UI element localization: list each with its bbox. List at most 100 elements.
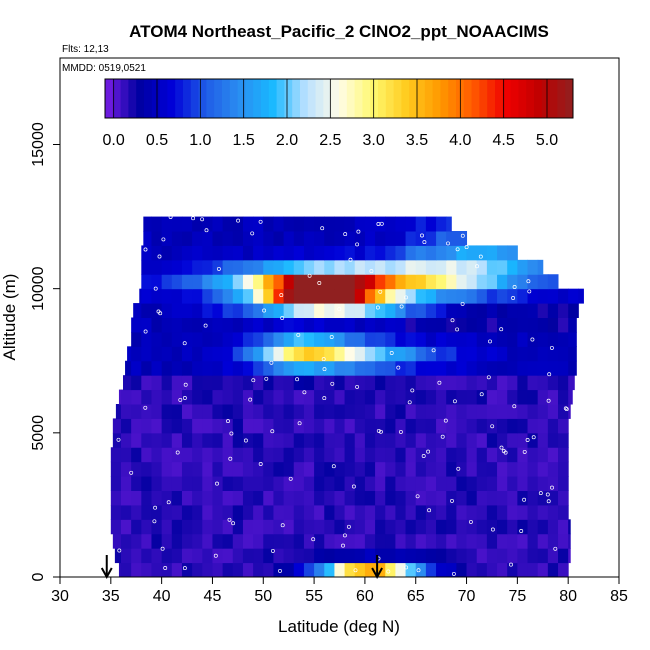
colorbar-swatch bbox=[253, 79, 262, 118]
heatmap-cell bbox=[547, 476, 559, 491]
x-tick-label: 75 bbox=[508, 588, 526, 605]
colorbar-swatch bbox=[206, 79, 215, 118]
heatmap-cell bbox=[324, 288, 335, 304]
heatmap-cell bbox=[415, 548, 427, 564]
heatmap-cell bbox=[497, 548, 508, 564]
heatmap-cell bbox=[314, 404, 325, 419]
heatmap-cell bbox=[202, 476, 213, 491]
heatmap-cell bbox=[476, 490, 488, 506]
heatmap-cell bbox=[425, 288, 437, 304]
heatmap-cell bbox=[354, 389, 366, 405]
heatmap-cell bbox=[476, 360, 488, 376]
sample-point bbox=[530, 337, 535, 342]
heatmap-cell bbox=[151, 447, 163, 463]
heatmap-cell bbox=[476, 461, 488, 477]
heatmap-cell bbox=[375, 245, 386, 261]
heatmap-cell bbox=[415, 562, 427, 578]
colorbar-swatch bbox=[261, 79, 270, 118]
heatmap-cell bbox=[375, 533, 386, 549]
heatmap-cell bbox=[192, 231, 203, 246]
heatmap-cell bbox=[537, 418, 549, 434]
colorbar-swatch bbox=[370, 79, 379, 118]
heatmap-cell bbox=[558, 360, 569, 376]
x-tick-label: 35 bbox=[102, 588, 120, 605]
heatmap-cell bbox=[415, 504, 427, 520]
colorbar-swatch bbox=[136, 79, 145, 118]
heatmap-cell bbox=[202, 303, 213, 318]
heatmap-cell bbox=[436, 259, 447, 275]
heatmap-cell bbox=[395, 245, 407, 261]
colorbar-swatch bbox=[151, 79, 160, 118]
heatmap-cell bbox=[364, 548, 376, 564]
heatmap-cell bbox=[476, 562, 488, 578]
heatmap-cell bbox=[425, 533, 437, 549]
heatmap-cell bbox=[273, 245, 285, 261]
colorbar-tick-label: 2.5 bbox=[319, 132, 341, 149]
heatmap-cell bbox=[283, 504, 295, 520]
heatmap-cell bbox=[517, 490, 529, 506]
sample-point bbox=[456, 466, 461, 471]
heatmap-cell bbox=[324, 548, 335, 564]
sample-point bbox=[527, 289, 532, 294]
heatmap-cell bbox=[314, 259, 325, 275]
heatmap-cell bbox=[151, 317, 163, 333]
sample-point bbox=[250, 231, 255, 236]
heatmap-cell bbox=[161, 274, 173, 290]
heatmap-cell bbox=[446, 562, 457, 578]
colorbar-swatch bbox=[276, 79, 285, 118]
heatmap-cell bbox=[517, 360, 529, 376]
heatmap-cell bbox=[517, 562, 529, 578]
heatmap-cell bbox=[334, 274, 346, 290]
colorbar-swatch bbox=[346, 79, 355, 118]
heatmap-cell bbox=[293, 548, 305, 564]
heatmap-cell bbox=[202, 360, 213, 376]
heatmap-cell bbox=[385, 519, 396, 535]
heatmap-cell bbox=[415, 245, 427, 261]
heatmap-cell bbox=[517, 504, 529, 520]
heatmap-cell bbox=[171, 389, 183, 405]
heatmap-cell bbox=[120, 404, 132, 419]
sample-point bbox=[475, 264, 479, 269]
heatmap-cell bbox=[395, 274, 407, 290]
heatmap-cell bbox=[425, 216, 437, 232]
heatmap-cell bbox=[354, 562, 366, 578]
heatmap-cell bbox=[405, 504, 417, 520]
sample-point bbox=[153, 286, 158, 291]
sample-point bbox=[215, 481, 219, 486]
heatmap-cell bbox=[192, 216, 203, 232]
heatmap-cell bbox=[364, 331, 376, 347]
sample-point bbox=[450, 318, 455, 323]
heatmap-cell bbox=[242, 360, 254, 376]
heatmap-cell bbox=[293, 274, 305, 290]
chart-title: ATOM4 Northeast_Pacific_2 ClNO2_ppt_NOAA… bbox=[129, 22, 549, 41]
heatmap-cell bbox=[344, 418, 356, 434]
heatmap-cell bbox=[466, 432, 478, 448]
heatmap-cell bbox=[375, 274, 386, 290]
heatmap-cell bbox=[212, 331, 224, 347]
heatmap-cell bbox=[212, 432, 224, 448]
heatmap-cell bbox=[112, 418, 122, 434]
heatmap-cell bbox=[395, 389, 407, 405]
heatmap-cell bbox=[497, 317, 508, 333]
heatmap-cell bbox=[436, 476, 447, 491]
heatmap-cell bbox=[212, 476, 224, 491]
heatmap-cell bbox=[436, 432, 447, 448]
heatmap-cell bbox=[192, 360, 203, 376]
heatmap-cell bbox=[324, 490, 335, 506]
heatmap-cell bbox=[497, 533, 508, 549]
heatmap-cell bbox=[547, 274, 559, 290]
heatmap-cell bbox=[517, 519, 529, 535]
heatmap-cell bbox=[293, 461, 305, 477]
sample-point bbox=[375, 305, 380, 310]
colorbar-swatch bbox=[502, 79, 511, 118]
heatmap-cell bbox=[181, 461, 193, 477]
heatmap-cell bbox=[466, 245, 478, 261]
heatmap-cell bbox=[395, 504, 407, 520]
heatmap-cell bbox=[466, 519, 478, 535]
sample-point bbox=[258, 462, 263, 466]
heatmap-cell bbox=[476, 447, 488, 463]
heatmap-cell bbox=[161, 519, 173, 535]
heatmap-cell bbox=[151, 533, 163, 549]
heatmap-cell bbox=[161, 245, 173, 261]
heatmap-cell bbox=[141, 288, 152, 304]
